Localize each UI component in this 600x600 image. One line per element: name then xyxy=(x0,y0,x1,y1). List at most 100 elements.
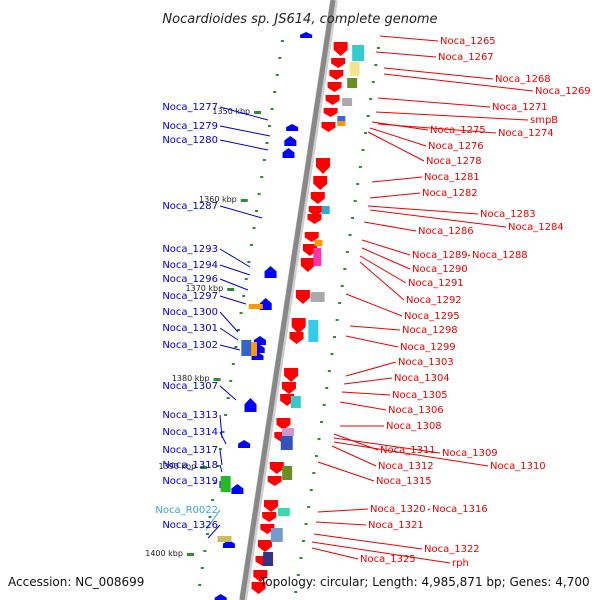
gene-dot xyxy=(335,319,339,321)
gene-dot xyxy=(226,397,230,399)
gene-dot xyxy=(320,421,324,423)
right-gene-label: Noca_1269 xyxy=(535,86,591,97)
gene-domain-box xyxy=(251,342,258,356)
left-gene-label: Noca_1317 xyxy=(162,445,218,456)
gene-dot xyxy=(265,142,269,144)
gene-domain-box xyxy=(314,240,323,246)
right-gene-label: Noca_1284 xyxy=(508,222,564,233)
topology-text: Topology: circular; Length: 4,985,871 bp… xyxy=(259,575,590,589)
right-gene-label: Noca_1295 xyxy=(404,311,460,322)
right-gene-label: Noca_1282 xyxy=(422,188,478,199)
kbp-tick-label: 1370 kbp xyxy=(186,284,224,293)
right-gene-label: Noca_1286 xyxy=(418,226,474,237)
left-leader-line xyxy=(205,509,221,531)
right-gene-label: Noca_1267 xyxy=(438,52,494,63)
gene-dot xyxy=(304,523,308,525)
gene-arrow-forward xyxy=(238,440,251,448)
gene-dot xyxy=(257,193,261,195)
gene-domain-box xyxy=(321,206,330,214)
gene-arrow-reverse xyxy=(304,232,319,242)
gene-dot xyxy=(294,591,298,593)
left-leader-line xyxy=(219,311,239,333)
left-leader-line xyxy=(219,264,251,276)
gene-arrow-forward xyxy=(286,124,299,131)
left-leader-line xyxy=(219,414,223,439)
right-gene-label: Noca_1275 xyxy=(430,125,486,136)
left-leader-line xyxy=(219,295,247,305)
gene-dot xyxy=(270,108,274,110)
gene-dot xyxy=(198,584,202,586)
gene-domain-box xyxy=(308,320,319,342)
right-gene-label: Noca_1315 xyxy=(376,476,432,487)
right-leader-line xyxy=(311,547,359,560)
right-gene-label: Noca_1290 xyxy=(412,264,468,275)
right-leader-line xyxy=(361,247,411,270)
gene-dot xyxy=(231,363,235,365)
left-gene-label: Noca_1307 xyxy=(162,381,218,392)
gene-dot xyxy=(353,200,357,202)
genome-backbone xyxy=(239,0,338,600)
gene-arrow-reverse xyxy=(307,214,322,224)
right-leader-line xyxy=(339,401,387,411)
gene-arrow-forward xyxy=(282,148,295,158)
gene-dot xyxy=(203,550,207,552)
gene-domain-box xyxy=(241,340,252,356)
right-gene-label: Noca_1291 xyxy=(408,278,464,289)
left-gene-label: Noca_1287 xyxy=(162,201,218,212)
gene-domain-box xyxy=(282,466,293,480)
right-leader-line xyxy=(371,176,423,183)
gene-dot xyxy=(236,329,240,331)
gene-arrow-reverse xyxy=(253,570,268,582)
gene-dot xyxy=(345,251,349,253)
right-leader-line xyxy=(317,461,375,482)
gene-dot xyxy=(239,312,243,314)
gene-arrow-reverse xyxy=(315,158,330,174)
gene-arrow-reverse xyxy=(295,290,310,304)
gene-arrow-forward xyxy=(300,32,313,38)
right-leader-line xyxy=(377,97,491,108)
right-leader-line xyxy=(369,209,507,228)
gene-domain-box xyxy=(277,508,290,516)
right-leader-line xyxy=(313,533,423,550)
right-leader-line xyxy=(383,73,534,92)
gene-domain-box xyxy=(220,476,231,492)
left-leader-line xyxy=(219,248,251,268)
right-leader-line xyxy=(345,335,399,348)
right-gene-label: Noca_1265 xyxy=(440,36,496,47)
gene-arrow-reverse xyxy=(267,476,282,486)
right-leader-line xyxy=(379,35,439,42)
right-leader-line xyxy=(345,293,403,317)
gene-dot xyxy=(327,370,331,372)
gene-arrow-reverse xyxy=(313,176,328,190)
left-gene-label: Noca_1297 xyxy=(162,291,218,302)
gene-dot xyxy=(322,404,326,406)
gene-arrow-reverse xyxy=(257,540,272,552)
gene-arrow-reverse xyxy=(264,500,278,512)
gene-dot xyxy=(307,506,311,508)
right-gene-label: Noca_1274 xyxy=(498,128,554,139)
left-gene-label: Noca_1326 xyxy=(162,520,218,531)
left-gene-label: Noca_1300 xyxy=(162,307,218,318)
left-gene-label: Noca_1279 xyxy=(162,121,218,132)
right-leader-line xyxy=(343,377,393,385)
right-leader-line xyxy=(345,361,397,377)
gene-dot xyxy=(312,472,316,474)
gene-arrow-reverse xyxy=(327,82,342,92)
right-gene-label: Noca_1306 xyxy=(388,405,444,416)
left-gene-label: Noca_R0022 xyxy=(155,505,218,516)
kbp-tick-label: 1390 kbp xyxy=(158,462,196,471)
gene-arrow-reverse xyxy=(269,462,284,474)
right-gene-label: Noca_1276 xyxy=(428,141,484,152)
gene-dot xyxy=(268,125,271,127)
gene-dot xyxy=(314,455,318,457)
gene-dot xyxy=(325,387,329,389)
right-leader-line xyxy=(349,325,401,331)
accession-text: Accession: NC_008699 xyxy=(8,575,144,589)
right-gene-label: Noca_1289 xyxy=(412,250,468,261)
left-gene-label: Noca_1313 xyxy=(162,410,218,421)
gene-arrow-reverse xyxy=(329,70,344,80)
kbp-tick-mark xyxy=(240,199,248,202)
gene-domain-box xyxy=(290,396,301,408)
gene-arrow-reverse xyxy=(280,394,295,406)
left-leader-line xyxy=(207,524,221,539)
